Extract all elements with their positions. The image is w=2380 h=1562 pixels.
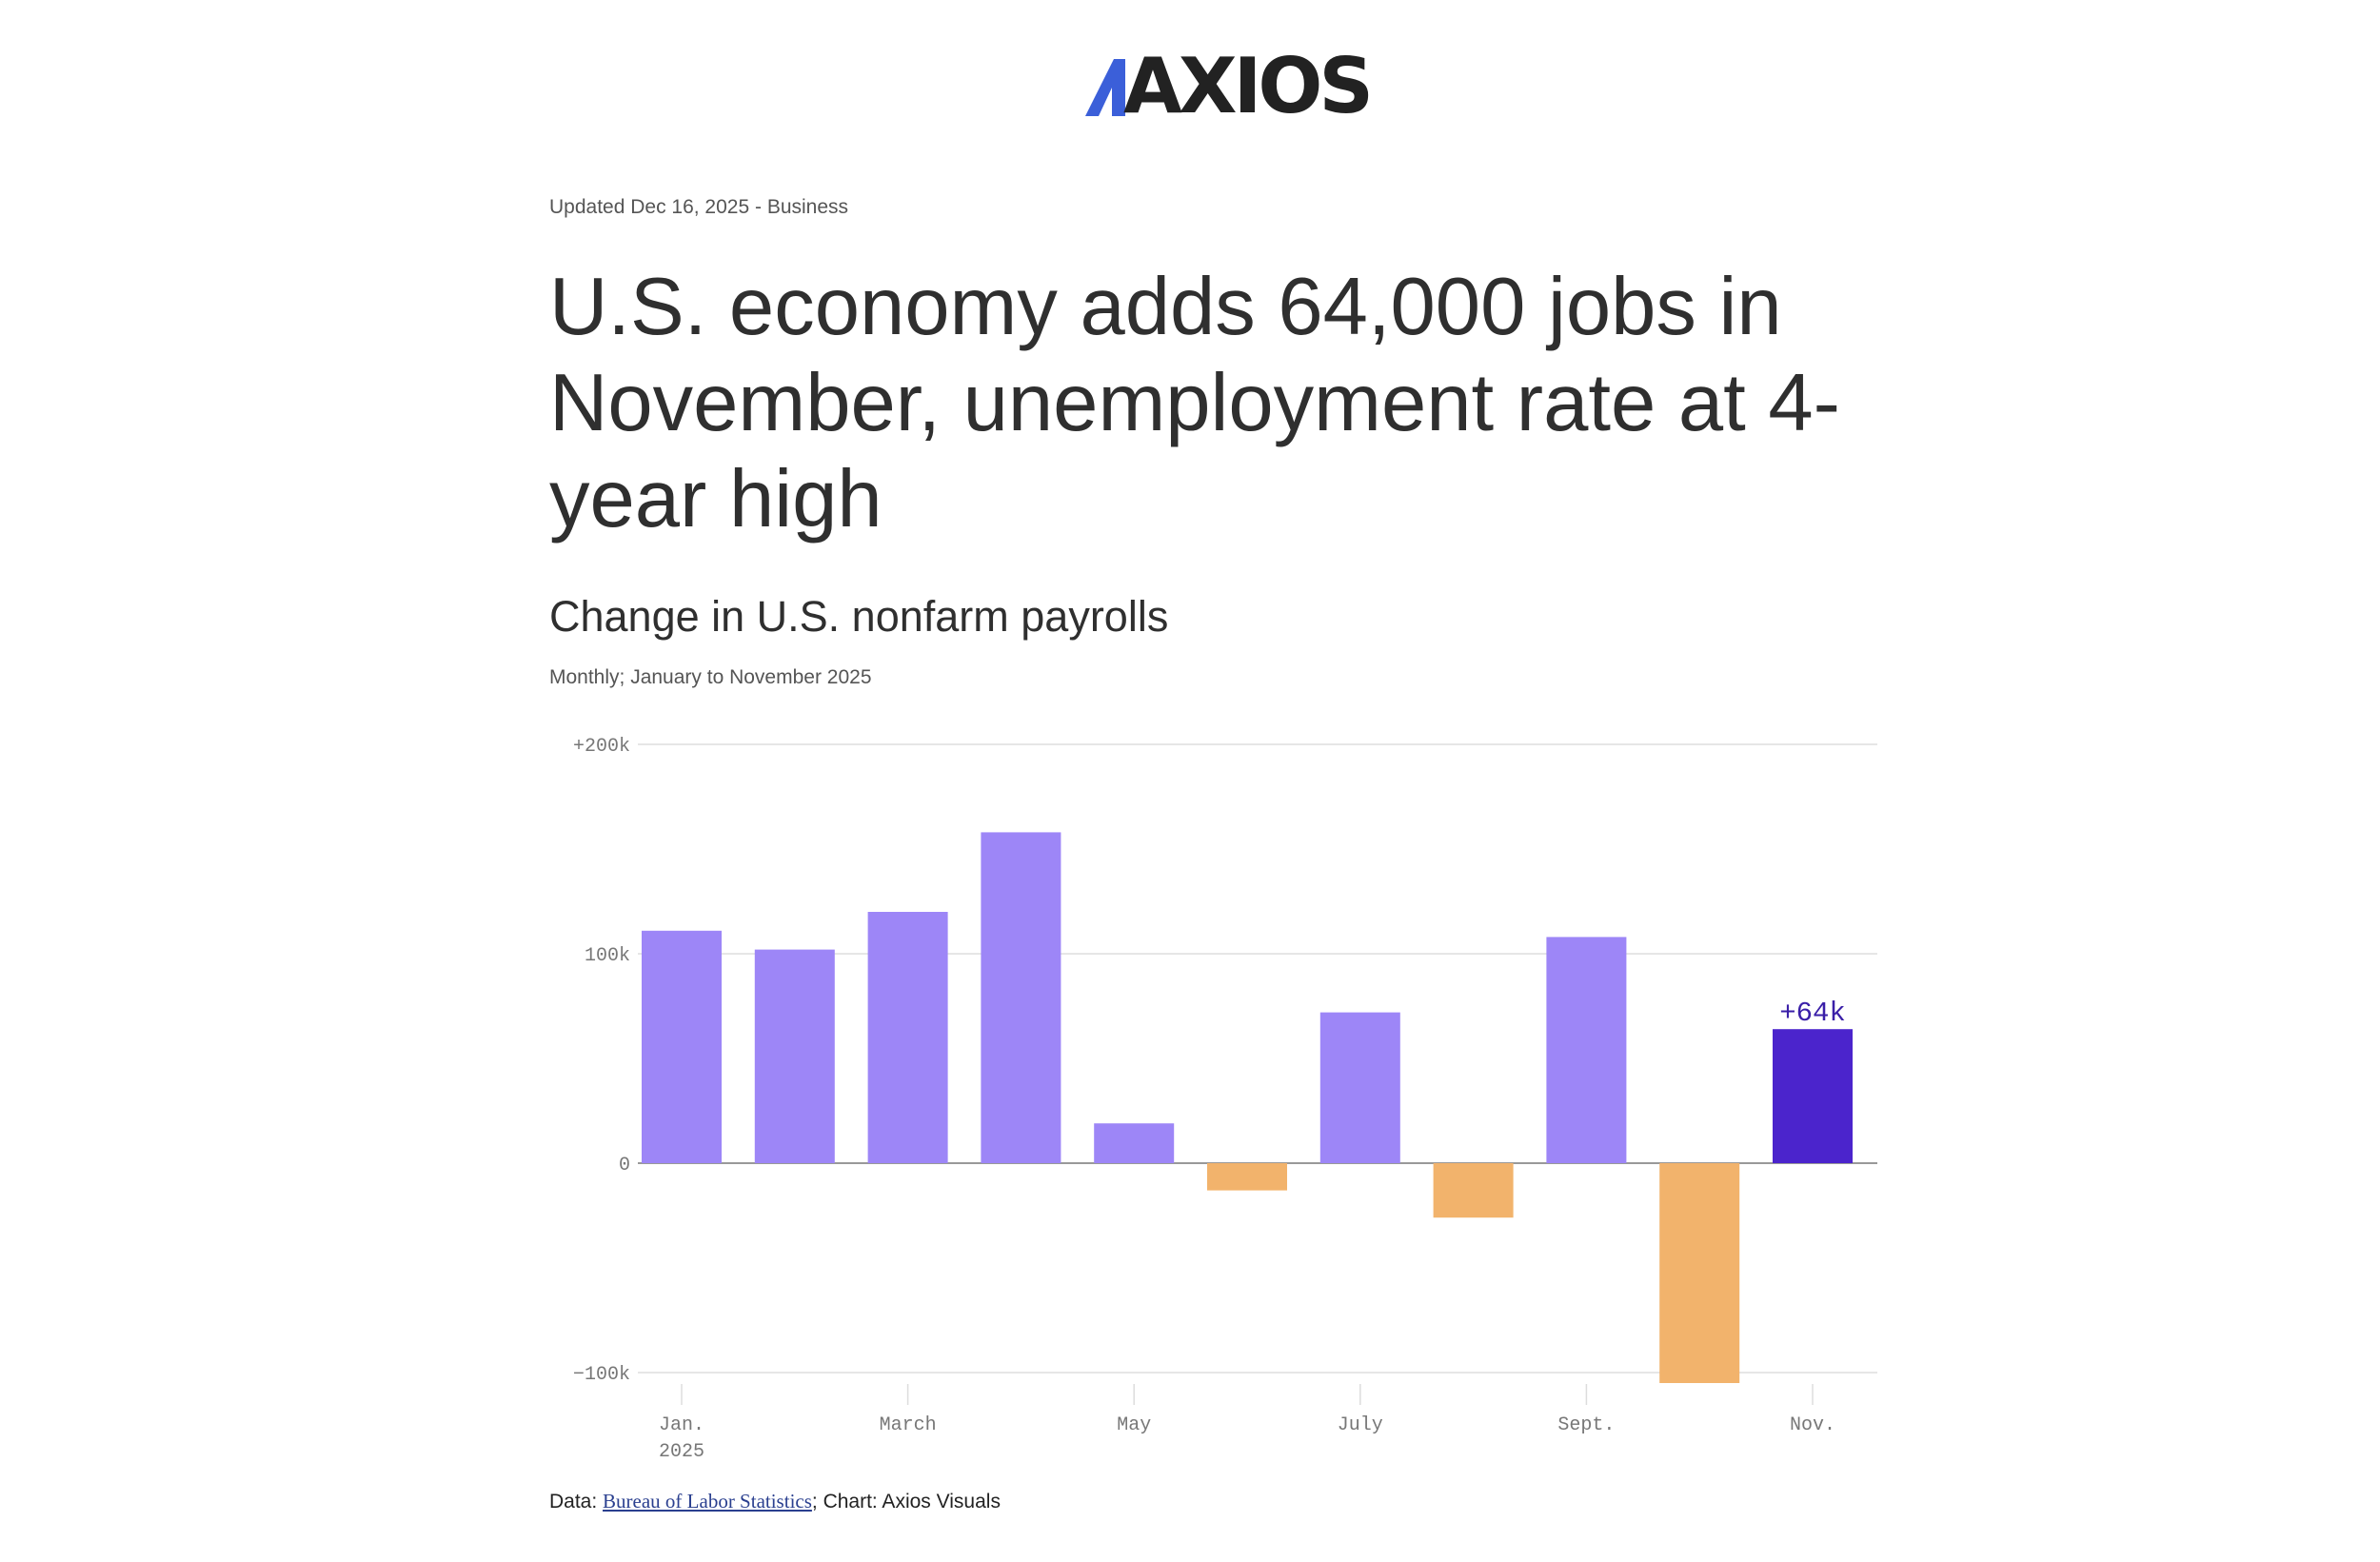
bar-feb	[754, 949, 835, 1163]
source-suffix: ; Chart: Axios Visuals	[811, 1491, 1001, 1513]
bar-july	[1319, 1012, 1400, 1163]
bar-april	[981, 832, 1061, 1163]
bar-june	[1207, 1163, 1287, 1191]
y-tick-label: 100k	[585, 945, 630, 967]
logo-wedge-icon	[1085, 59, 1125, 116]
bar-jan	[642, 930, 722, 1163]
highlight-data-label: +64k	[1779, 998, 1846, 1029]
chart-subtitle: Monthly; January to November 2025	[549, 666, 872, 688]
y-tick-label: −100k	[573, 1364, 630, 1386]
x-tick-label: Nov.	[1790, 1414, 1835, 1436]
chart-title: Change in U.S. nonfarm payrolls	[549, 592, 1169, 641]
y-tick-label: +200k	[573, 736, 630, 758]
x-tick-label: May	[1117, 1414, 1151, 1436]
source-link[interactable]: Bureau of Labor Statistics	[603, 1490, 812, 1513]
source-line: Data: Bureau of Labor Statistics; Chart:…	[549, 1490, 1001, 1513]
x-tick-label: July	[1338, 1414, 1383, 1436]
x-tick-sublabel: 2025	[659, 1441, 704, 1463]
x-tick-label: Sept.	[1557, 1414, 1615, 1436]
bar-nov	[1773, 1029, 1853, 1163]
bar-oct	[1659, 1163, 1740, 1383]
article-meta: Updated Dec 16, 2025 - Business	[549, 196, 849, 218]
bar-sept	[1546, 937, 1627, 1163]
headline: U.S. economy adds 64,000 jobs in Novembe…	[549, 262, 1840, 544]
bar-aug	[1433, 1163, 1514, 1218]
payrolls-bar-chart: +200k 100k 0 −100k +64k Jan. 2025 March May July S…	[573, 736, 1877, 1463]
bar-may	[1094, 1123, 1175, 1163]
y-tick-label: 0	[619, 1155, 630, 1176]
x-tick-label: Jan.	[659, 1414, 704, 1436]
bar-march	[867, 912, 948, 1163]
x-tick-label: March	[880, 1414, 937, 1436]
source-prefix: Data:	[549, 1491, 604, 1513]
logo-text: AXIOS	[1123, 42, 1374, 130]
